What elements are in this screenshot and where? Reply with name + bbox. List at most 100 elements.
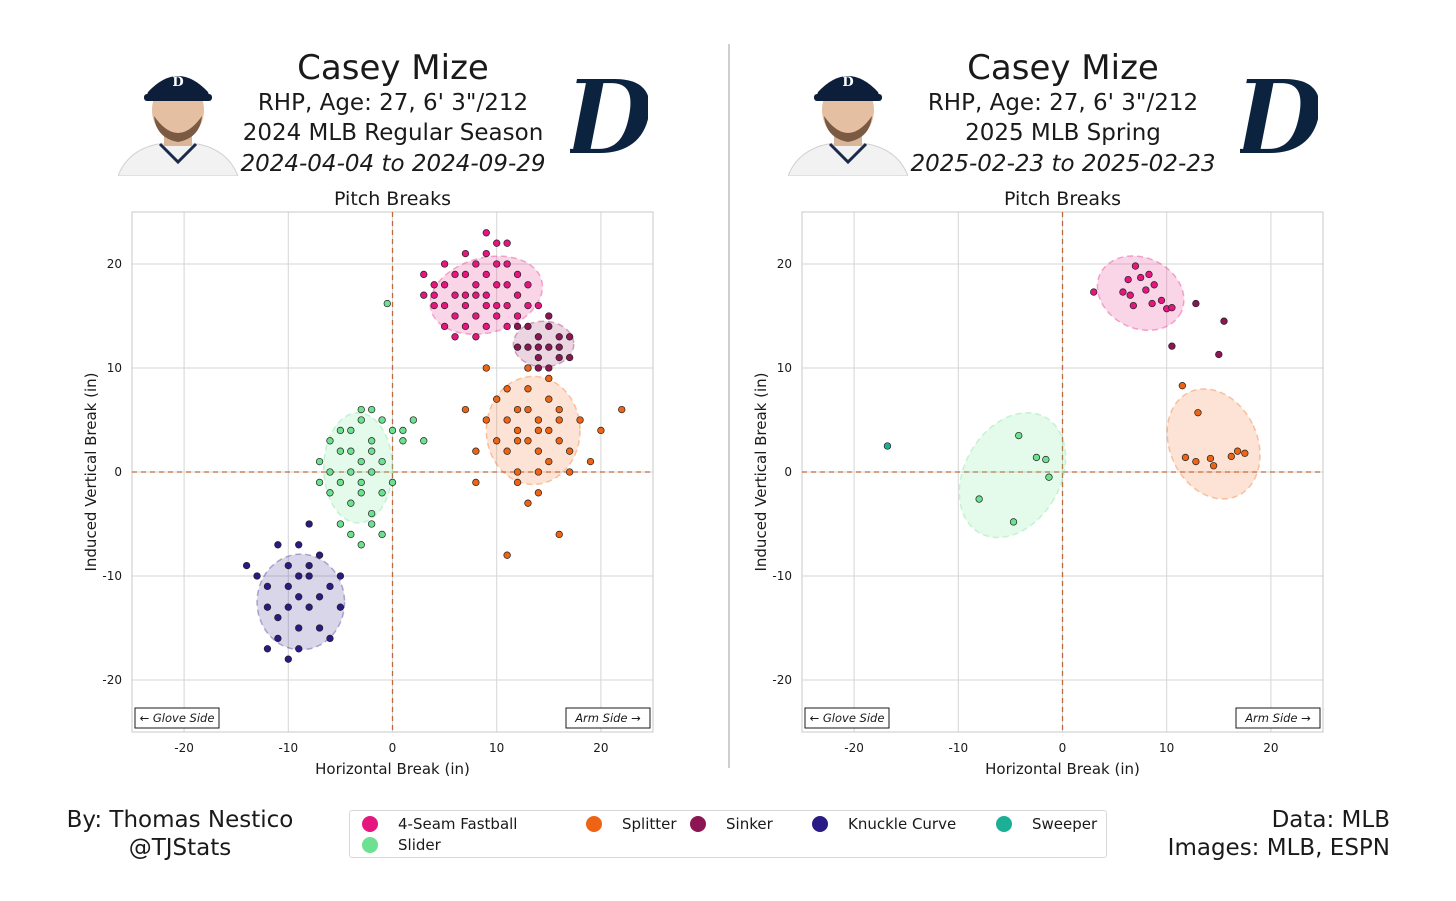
legend-label: Slider	[398, 836, 441, 854]
pitch-point	[565, 447, 574, 455]
pitch-point	[503, 551, 511, 559]
pitch-point	[503, 281, 511, 289]
pitch-point	[555, 416, 563, 424]
y-tick-label: 0	[114, 465, 122, 479]
pitch-point	[555, 333, 563, 341]
pitch-point	[1142, 286, 1150, 294]
pitch-point	[524, 499, 532, 507]
pitch-point	[295, 541, 303, 549]
pitch-point	[274, 541, 282, 549]
pitch-point	[461, 405, 470, 414]
pitch-point	[388, 426, 397, 435]
pitch-point	[975, 495, 983, 503]
pitch-point	[336, 447, 345, 455]
confidence-ellipse	[485, 375, 581, 486]
pitch-point	[1192, 299, 1200, 308]
pitch-point	[368, 447, 376, 455]
pitch-point	[513, 405, 522, 414]
pitch-point	[534, 426, 543, 435]
pitch-point	[305, 520, 313, 528]
pitch-point	[482, 416, 490, 424]
y-tick-label: -10	[772, 569, 792, 583]
pitch-point	[493, 395, 501, 403]
pitch-point	[357, 478, 365, 487]
pitch-point	[451, 312, 459, 320]
pitch-point	[326, 634, 334, 643]
pitch-point	[555, 437, 563, 445]
pitch-point	[420, 437, 428, 445]
pitch-point	[409, 416, 417, 424]
pitch-point	[1129, 301, 1138, 310]
x-tick-label: -20	[174, 741, 194, 755]
pitch-point	[378, 489, 386, 497]
pitch-point	[1192, 457, 1200, 466]
pitch-point	[1131, 262, 1140, 270]
pitch-point	[326, 437, 334, 445]
pitch-point	[883, 442, 892, 450]
pitch-point	[315, 457, 324, 466]
pitch-point	[368, 405, 376, 414]
pitch-point	[315, 593, 324, 601]
confidence-ellipse	[958, 411, 1067, 539]
x-tick-label: 20	[593, 741, 608, 755]
tigers-olde-english-d-logo: D	[1240, 62, 1318, 166]
author-handle: @TJStats	[128, 835, 232, 861]
pitch-point	[513, 437, 522, 445]
pitch-point	[461, 301, 470, 310]
pitch-point	[534, 353, 543, 362]
pitch-point	[472, 333, 480, 341]
confidence-ellipse	[512, 320, 575, 368]
x-tick-label: 20	[1263, 741, 1278, 755]
pitch-point	[1090, 288, 1098, 296]
pitch-point	[1119, 288, 1127, 296]
pitch-point	[305, 603, 313, 611]
pitch-point	[513, 426, 522, 435]
pitch-point	[534, 364, 543, 372]
pitch-point	[253, 572, 261, 580]
pitch-point	[524, 364, 532, 372]
legend-label: 4-Seam Fastball	[398, 815, 518, 833]
image-source: Images: MLB, ESPN	[1167, 835, 1390, 861]
scatter-plot: Pitch Breaks -20 -10 0 10 20 -20 -10 0 10 20 Horizo…	[752, 188, 1324, 778]
pitch-point	[545, 322, 553, 331]
pitch-point	[420, 291, 428, 299]
pitch-point	[493, 260, 501, 268]
y-axis-label: Induced Vertical Break (in)	[752, 372, 770, 571]
pitch-point	[482, 364, 490, 372]
pitch-point	[565, 353, 574, 362]
pitch-point	[347, 447, 355, 455]
pitch-breaks-chart-spring: Pitch Breaks -20 -10 0 10 20 -20 -10 0 10 20 Horizo…	[718, 185, 1418, 785]
x-axis-label: Horizontal Break (in)	[315, 760, 470, 778]
arm-side-box	[565, 707, 651, 729]
arm-side-box	[1235, 707, 1321, 729]
player-headshot-image: D	[788, 75, 908, 176]
pitch-point	[357, 405, 365, 414]
chart-title: Pitch Breaks	[334, 188, 451, 210]
pitch-point	[1227, 452, 1235, 461]
pitch-point	[513, 270, 522, 279]
legend-marker	[362, 837, 378, 853]
pitch-point	[440, 322, 449, 331]
x-tick-label: -10	[948, 741, 968, 755]
pitch-point	[555, 353, 563, 362]
pitch-point	[451, 270, 459, 279]
y-tick-label: 20	[777, 257, 792, 271]
pitch-point	[295, 645, 303, 653]
tigers-olde-english-d-logo: D	[570, 62, 648, 166]
pitch-point	[1209, 462, 1218, 470]
pitch-point	[440, 281, 449, 289]
pitch-point	[368, 520, 376, 528]
pitch-point	[440, 301, 449, 310]
player-name: Casey Mize	[967, 48, 1159, 88]
pitch-point	[440, 260, 449, 268]
pitch-point	[534, 333, 543, 341]
pitch-point	[368, 437, 376, 445]
pitch-point	[545, 457, 553, 466]
pitch-point	[347, 530, 355, 539]
player-header: D Casey Mize RHP, Age: 27, 6' 3"/212 202…	[718, 40, 1418, 190]
pitch-point	[555, 530, 563, 539]
svg-text:D: D	[1240, 62, 1318, 166]
legend-marker	[812, 816, 828, 832]
pitch-point	[399, 437, 407, 445]
pitch-point	[482, 322, 490, 331]
